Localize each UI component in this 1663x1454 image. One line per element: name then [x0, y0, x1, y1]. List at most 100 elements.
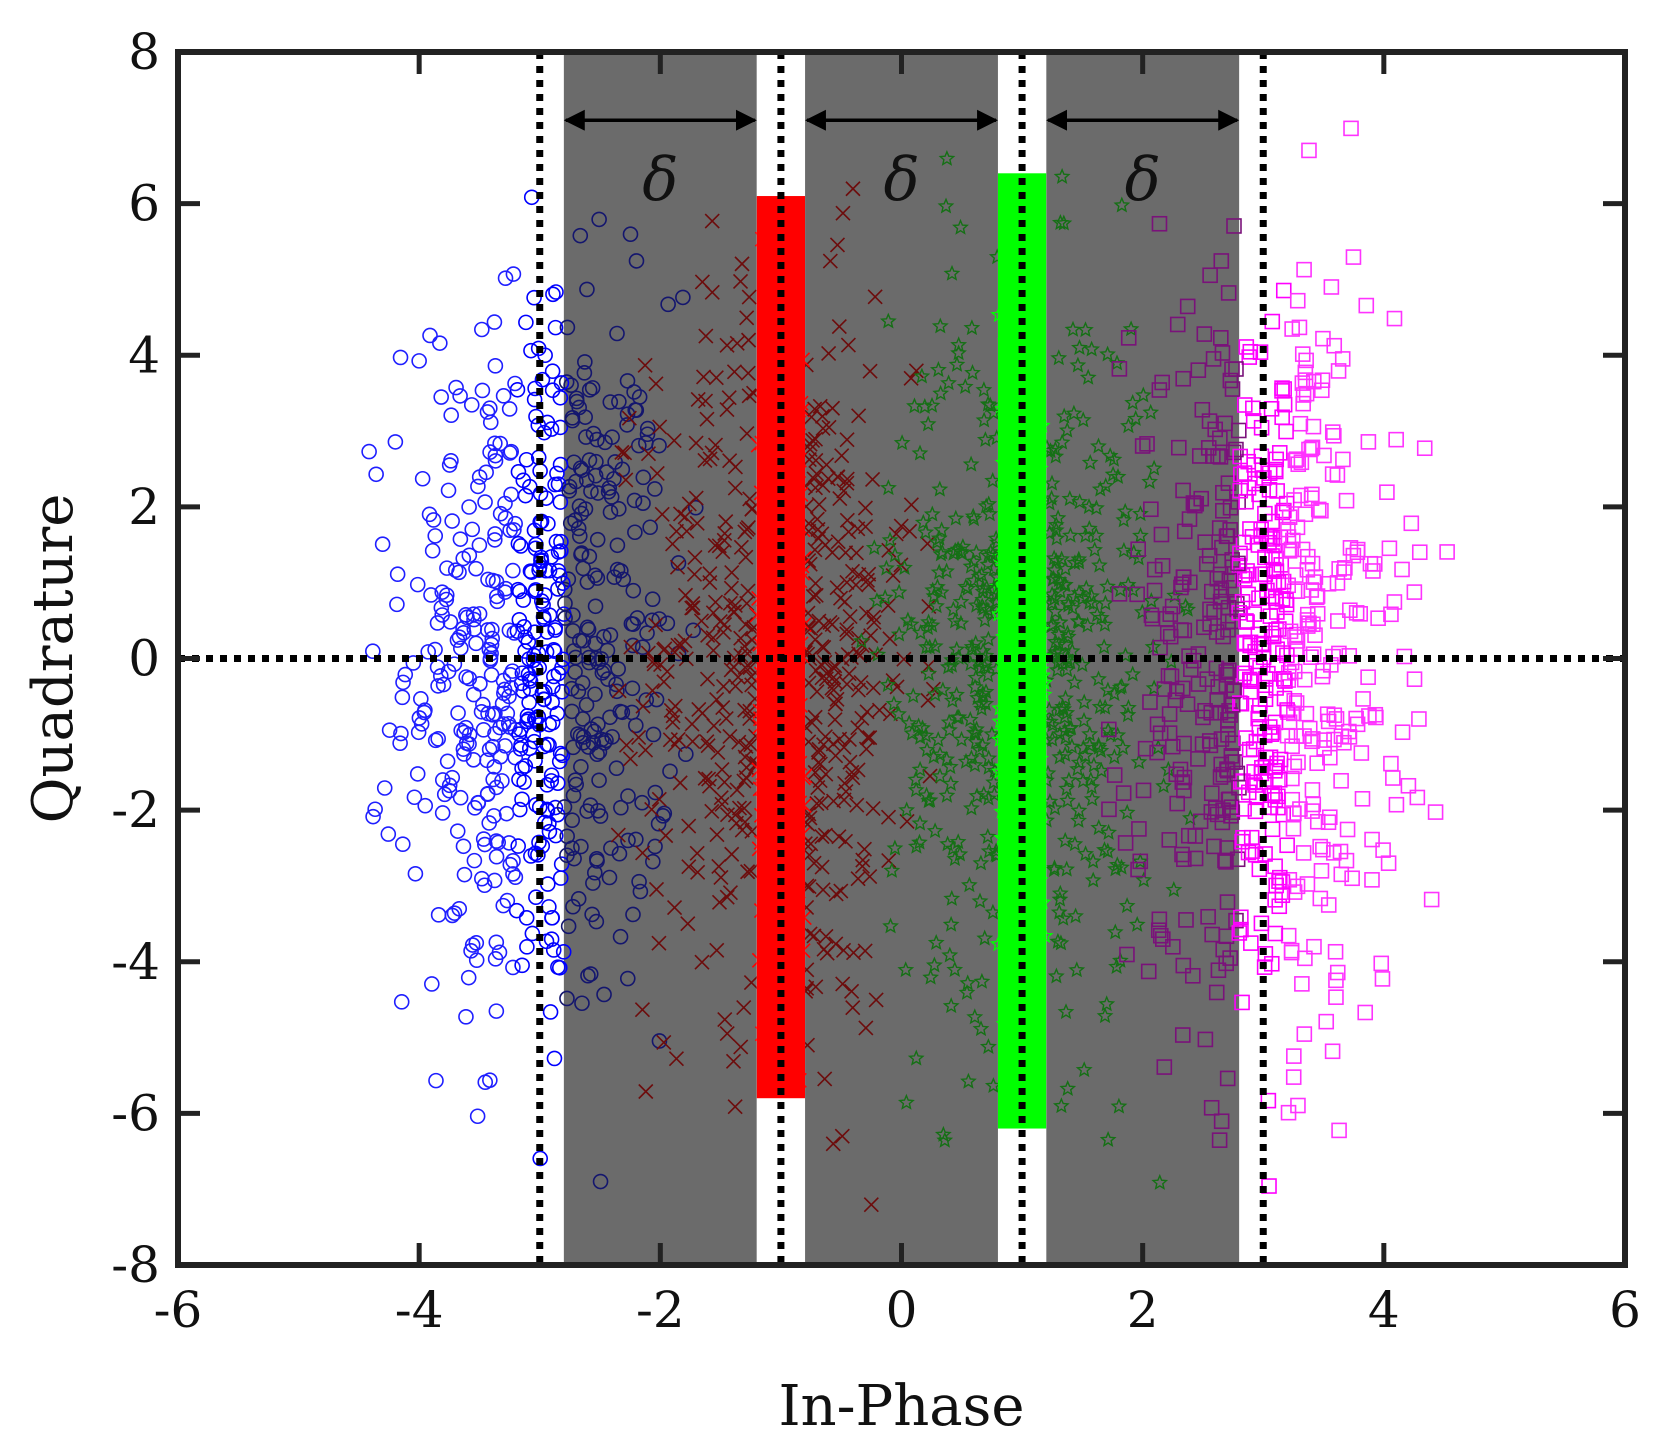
point [702, 451, 718, 467]
point [1116, 502, 1134, 519]
point [1305, 574, 1322, 590]
point [637, 357, 653, 373]
point [602, 394, 619, 410]
point [917, 523, 935, 540]
point [972, 1020, 990, 1037]
point [625, 906, 641, 923]
point [1315, 841, 1331, 858]
point [524, 925, 541, 942]
point [734, 256, 750, 272]
point [548, 284, 564, 300]
point [971, 653, 989, 670]
point [1117, 835, 1134, 851]
point [930, 529, 948, 546]
point [971, 741, 988, 758]
delta-label-2: δ [883, 145, 919, 215]
point [1309, 605, 1326, 622]
point [740, 583, 756, 599]
point [1304, 555, 1321, 572]
point [974, 736, 991, 753]
point [1314, 372, 1331, 389]
point [938, 786, 956, 803]
point [552, 494, 569, 510]
point [721, 390, 737, 406]
point [952, 593, 970, 610]
point [1214, 539, 1230, 556]
point [709, 692, 725, 708]
point [975, 785, 993, 802]
point [689, 515, 705, 531]
point [438, 587, 455, 603]
point [1128, 915, 1146, 932]
point [706, 718, 722, 734]
point [821, 419, 837, 435]
point [923, 396, 941, 413]
point [1225, 735, 1241, 751]
point [816, 941, 832, 957]
point [1074, 411, 1092, 428]
point [810, 780, 826, 796]
point [836, 483, 852, 499]
point [381, 722, 398, 738]
point [967, 733, 985, 750]
point [510, 581, 526, 598]
point [934, 681, 952, 698]
point [677, 509, 693, 525]
point [854, 858, 870, 874]
point [665, 536, 681, 552]
point [917, 726, 935, 743]
point [1085, 756, 1103, 773]
point [865, 680, 881, 696]
point [1208, 984, 1225, 1001]
point [1055, 214, 1073, 231]
point [521, 671, 538, 687]
point [1055, 700, 1073, 717]
point [1070, 801, 1088, 818]
point [507, 375, 523, 392]
point [1132, 526, 1149, 543]
point [602, 627, 619, 643]
point [1083, 340, 1101, 357]
point [1113, 677, 1131, 694]
point [741, 289, 757, 305]
point [1286, 884, 1303, 900]
point [611, 393, 627, 410]
x-axis-label: In-Phase [778, 1374, 1024, 1439]
point [966, 1008, 984, 1025]
delta-label-1: δ [642, 145, 678, 215]
point [918, 741, 936, 758]
point [503, 443, 520, 460]
point [468, 952, 485, 968]
point [976, 929, 994, 946]
point [1060, 771, 1078, 788]
point [577, 501, 594, 517]
point [397, 666, 414, 683]
point [806, 855, 822, 871]
point [1316, 732, 1333, 748]
point [1176, 769, 1193, 786]
point [485, 771, 501, 788]
point [602, 504, 619, 520]
point [716, 774, 733, 790]
point [611, 845, 628, 862]
point [393, 994, 410, 1010]
point [715, 678, 732, 694]
point [952, 614, 970, 631]
point [620, 788, 636, 804]
point [626, 384, 642, 400]
point [1175, 370, 1192, 387]
point [687, 499, 704, 516]
point [1051, 613, 1069, 630]
point [1209, 691, 1226, 708]
point [577, 354, 593, 370]
point [865, 801, 881, 817]
point [1071, 338, 1088, 355]
point [685, 600, 701, 616]
point [1267, 925, 1284, 942]
point [649, 465, 665, 482]
point [724, 564, 740, 581]
point [645, 726, 662, 743]
point [957, 578, 975, 595]
point [1219, 667, 1235, 683]
point [536, 611, 552, 628]
